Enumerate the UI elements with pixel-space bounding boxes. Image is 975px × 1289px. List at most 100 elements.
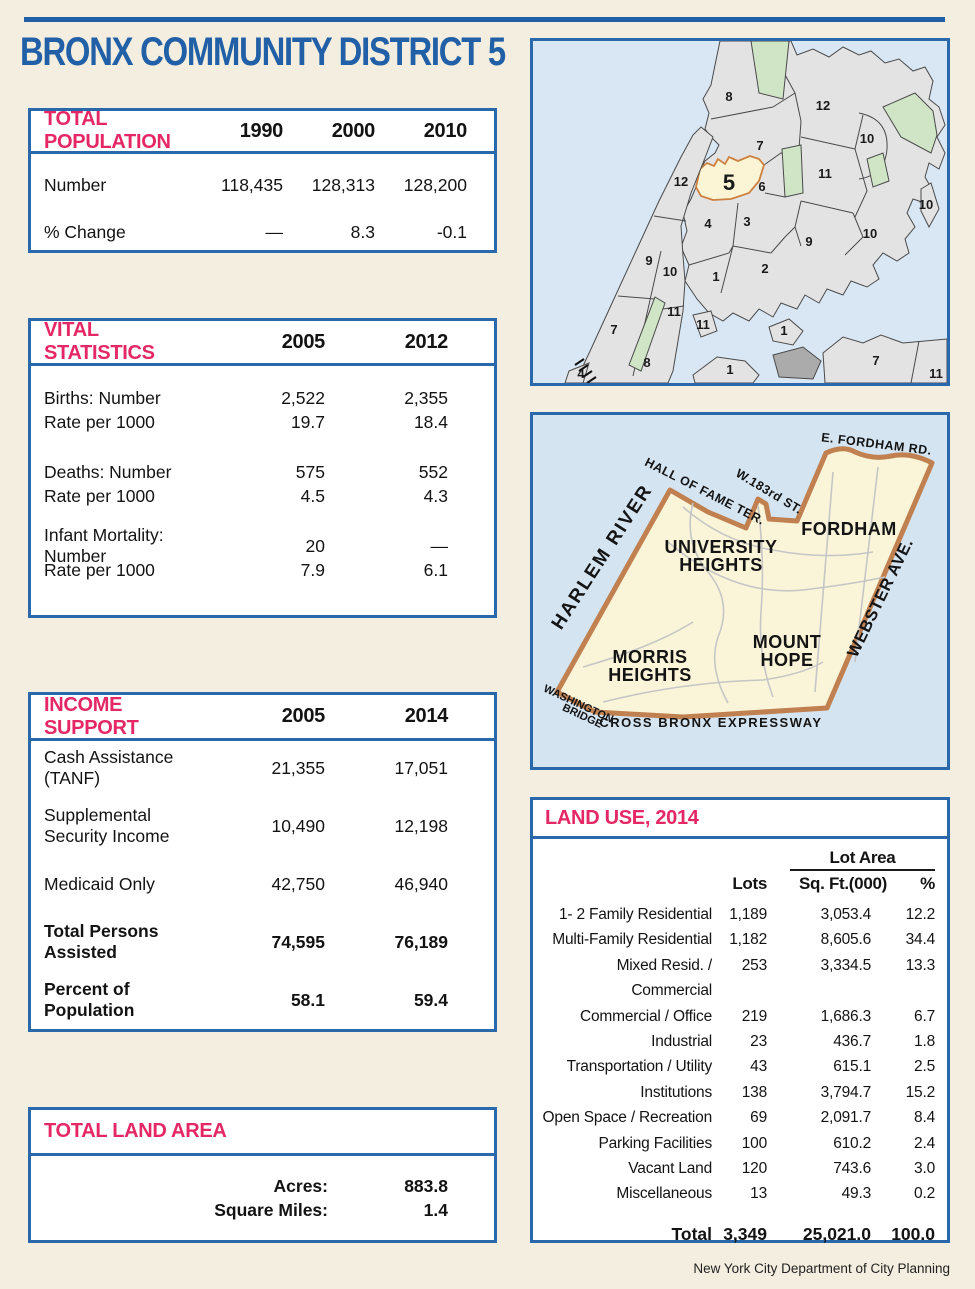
cell-value: 219 bbox=[741, 1007, 767, 1025]
cell-value: 13.3 bbox=[905, 956, 936, 974]
table-row-total: Total Persons Assisted 74,595 76,189 bbox=[44, 921, 448, 962]
cell-value: 1,686.3 bbox=[820, 1007, 872, 1025]
cell-value: 6.7 bbox=[914, 1007, 935, 1025]
cell-value: 59.4 bbox=[413, 989, 448, 1010]
morris-heights-label-2: HEIGHTS bbox=[608, 665, 692, 685]
cell-value: 436.7 bbox=[833, 1033, 871, 1051]
row-label: Industrial bbox=[651, 1033, 712, 1051]
row-label: Rate per 1000 bbox=[44, 559, 155, 580]
row-label: Number bbox=[44, 175, 107, 195]
cell-value: 3,794.7 bbox=[820, 1083, 872, 1101]
column-header-1990: 1990 bbox=[239, 119, 284, 142]
queens-shore-shape bbox=[822, 334, 947, 383]
section-title: INCOME SUPPORT bbox=[44, 693, 139, 739]
table-header: TOTAL LAND AREA bbox=[31, 1110, 494, 1156]
cell-value: 575 bbox=[295, 461, 325, 482]
cell-value: 2,522 bbox=[281, 387, 325, 408]
bronx-park-shape bbox=[781, 144, 804, 198]
section-title: VITAL STATISTICS bbox=[44, 319, 155, 364]
page-title: BRONX COMMUNITY DISTRICT 5 bbox=[20, 30, 506, 74]
district-number-label: 7 bbox=[872, 353, 879, 368]
cell-value: 253 bbox=[741, 956, 767, 974]
table-header: LAND USE, 2014 bbox=[533, 800, 947, 839]
table-row: Rate per 1000 19.7 18.4 bbox=[44, 410, 448, 434]
district-number-label: 10 bbox=[919, 197, 933, 212]
section-title: LAND USE, 2014 bbox=[545, 806, 699, 829]
cell-value: 2,091.7 bbox=[820, 1109, 872, 1127]
table-row: Cash Assistance (TANF) 21,355 17,051 bbox=[44, 747, 448, 788]
row-label: % Change bbox=[44, 222, 126, 242]
table-row: Institutions 138 3,794.7 15.2 bbox=[533, 1080, 935, 1105]
row-label: Deaths: Number bbox=[44, 461, 172, 482]
district-number-label: 11 bbox=[667, 304, 681, 319]
district-number-label: 1 bbox=[712, 269, 719, 284]
table-row-percent: Percent of Population 58.1 59.4 bbox=[44, 979, 448, 1020]
row-label: Institutions bbox=[640, 1083, 712, 1101]
column-header-2000: 2000 bbox=[331, 119, 376, 142]
table-row: Number 118,435 128,313 128,200 bbox=[44, 162, 467, 209]
small-park-shape bbox=[866, 152, 890, 188]
district-5-label: 5 bbox=[723, 170, 735, 195]
row-label: Miscellaneous bbox=[616, 1185, 712, 1203]
district-number-label: 8 bbox=[643, 355, 650, 370]
cell-value: 1,182 bbox=[729, 931, 767, 949]
table-row: Multi-Family Residential 1,182 8,605.6 3… bbox=[533, 927, 935, 952]
table-row: Deaths: Number 575 552 bbox=[44, 460, 448, 484]
table-row: Infant Mortality: Number 20 — bbox=[44, 525, 449, 566]
row-label: Supplemental Security Income bbox=[44, 805, 170, 846]
manhattan-border-lines bbox=[617, 215, 687, 377]
street-lines bbox=[582, 466, 886, 704]
cell-value: 2,355 bbox=[404, 387, 448, 408]
queens-border-line bbox=[910, 340, 920, 383]
university-heights-label-2: HEIGHTS bbox=[679, 555, 763, 575]
column-header-2005: 2005 bbox=[281, 330, 326, 353]
column-header-2012: 2012 bbox=[404, 330, 449, 353]
table-row: Industrial 23 436.7 1.8 bbox=[533, 1029, 935, 1054]
manhattan-shape bbox=[574, 126, 714, 383]
bridge-hatch-icon bbox=[574, 358, 597, 383]
rikers-island-shape bbox=[772, 346, 822, 380]
table-row: Commercial / Office 219 1,686.3 6.7 bbox=[533, 1004, 935, 1029]
column-header-pct: % bbox=[920, 874, 935, 893]
table-row: Miscellaneous 13 49.3 0.2 bbox=[533, 1181, 935, 1206]
district-boundary-shape bbox=[554, 446, 935, 720]
cell-value: 12.2 bbox=[905, 906, 936, 923]
district-number-label: 9 bbox=[645, 253, 652, 268]
cell-value: 15.2 bbox=[905, 1083, 936, 1101]
cell-value: 25,021.0 bbox=[802, 1223, 871, 1244]
table-header: INCOME SUPPORT 2005 2014 bbox=[31, 693, 494, 741]
column-header-lots: Lots bbox=[732, 874, 767, 893]
cell-value: 2.5 bbox=[914, 1058, 935, 1076]
row-label: Total Persons Assisted bbox=[44, 921, 159, 962]
cell-value: 8,605.6 bbox=[820, 931, 872, 949]
cell-value: — bbox=[430, 535, 449, 556]
table-row: % Change — 8.3 -0.1 bbox=[44, 209, 467, 256]
cell-value: 552 bbox=[418, 461, 448, 482]
section-title: TOTAL LAND AREA bbox=[44, 1120, 227, 1142]
cell-value: 43 bbox=[750, 1058, 767, 1076]
cell-value: 3.0 bbox=[914, 1160, 935, 1178]
table-row: 1- 2 Family Residential 1,189 3,053.4 12… bbox=[533, 902, 935, 927]
table-row: Vacant Land 120 743.6 3.0 bbox=[533, 1156, 935, 1181]
column-header-sqft: Sq. Ft.(000) bbox=[798, 874, 887, 893]
van-cortlandt-park-shape bbox=[750, 41, 790, 100]
table-row: Acres: 883.8 bbox=[44, 1174, 448, 1198]
cell-value: 138 bbox=[741, 1083, 767, 1101]
district-number-label: 10 bbox=[863, 226, 877, 241]
cell-value: 3,334.5 bbox=[820, 956, 872, 974]
district-number-label: 3 bbox=[743, 214, 750, 229]
cell-value: 4.3 bbox=[423, 485, 448, 506]
cell-value: 120 bbox=[741, 1160, 767, 1178]
column-header-2010: 2010 bbox=[423, 119, 468, 142]
cell-value: 49.3 bbox=[841, 1185, 872, 1203]
cell-value: 12,198 bbox=[394, 815, 448, 836]
cell-value: 42,750 bbox=[271, 873, 325, 894]
column-headers: Lots Sq. Ft.(000) % bbox=[533, 874, 935, 894]
district-map-svg: 8 12 7 10 12 5 6 11 4 3 9 10 10 9 10 1 2… bbox=[564, 41, 947, 383]
district-number-label: 1 bbox=[780, 323, 787, 338]
cell-value: 3,349 bbox=[723, 1223, 767, 1244]
row-label: Transportation / Utility bbox=[566, 1058, 713, 1076]
district-5-highlight-shape bbox=[695, 155, 766, 201]
vital-statistics-table: VITAL STATISTICS 2005 2012 Births: Numbe… bbox=[28, 318, 497, 618]
table-body: Births: Number 2,522 2,355 Rate per 1000… bbox=[31, 366, 494, 582]
